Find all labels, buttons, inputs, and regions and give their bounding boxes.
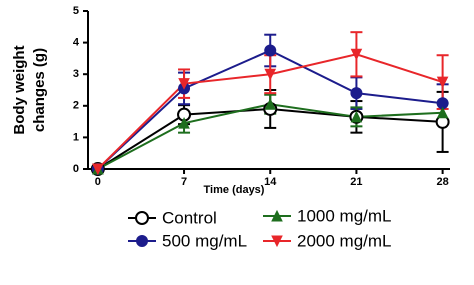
x-tick-label: 0 <box>95 176 101 188</box>
y-axis-label: changes (g) <box>31 48 48 132</box>
y-tick-label: 0 <box>73 163 79 175</box>
legend: Control 500 mg/mL 1000 mg/mL 2000 mg/mL <box>128 206 392 250</box>
point <box>350 110 363 123</box>
point <box>350 87 363 100</box>
y-axis-label: Body weight <box>11 45 28 134</box>
y-tick-label: 5 <box>73 5 79 17</box>
legend-marker <box>135 211 149 225</box>
legend-label: Control <box>162 208 217 227</box>
point <box>436 76 449 89</box>
legend-label: 1000 mg/mL <box>297 206 392 225</box>
y-tick-label: 1 <box>73 131 79 143</box>
x-tick-label: 21 <box>350 176 362 188</box>
x-tick-label: 28 <box>436 176 448 188</box>
legend-marker <box>271 235 283 248</box>
point <box>264 98 277 110</box>
x-tick-label: 14 <box>264 176 277 188</box>
point <box>436 106 449 119</box>
x-tick-label: 7 <box>181 176 187 188</box>
legend-marker <box>136 235 148 247</box>
y-tick-label: 4 <box>73 37 80 49</box>
point <box>264 44 277 57</box>
legend-marker <box>271 209 283 222</box>
point <box>178 117 190 129</box>
legend-label: 2000 mg/mL <box>297 231 392 250</box>
point <box>178 78 190 90</box>
point <box>264 68 277 81</box>
point <box>350 48 363 61</box>
y-tick-label: 2 <box>73 100 79 112</box>
legend-label: 500 mg/mL <box>162 231 247 250</box>
point <box>92 163 104 176</box>
y-tick-label: 3 <box>73 68 79 80</box>
x-axis-label: Time (days) <box>204 184 265 196</box>
